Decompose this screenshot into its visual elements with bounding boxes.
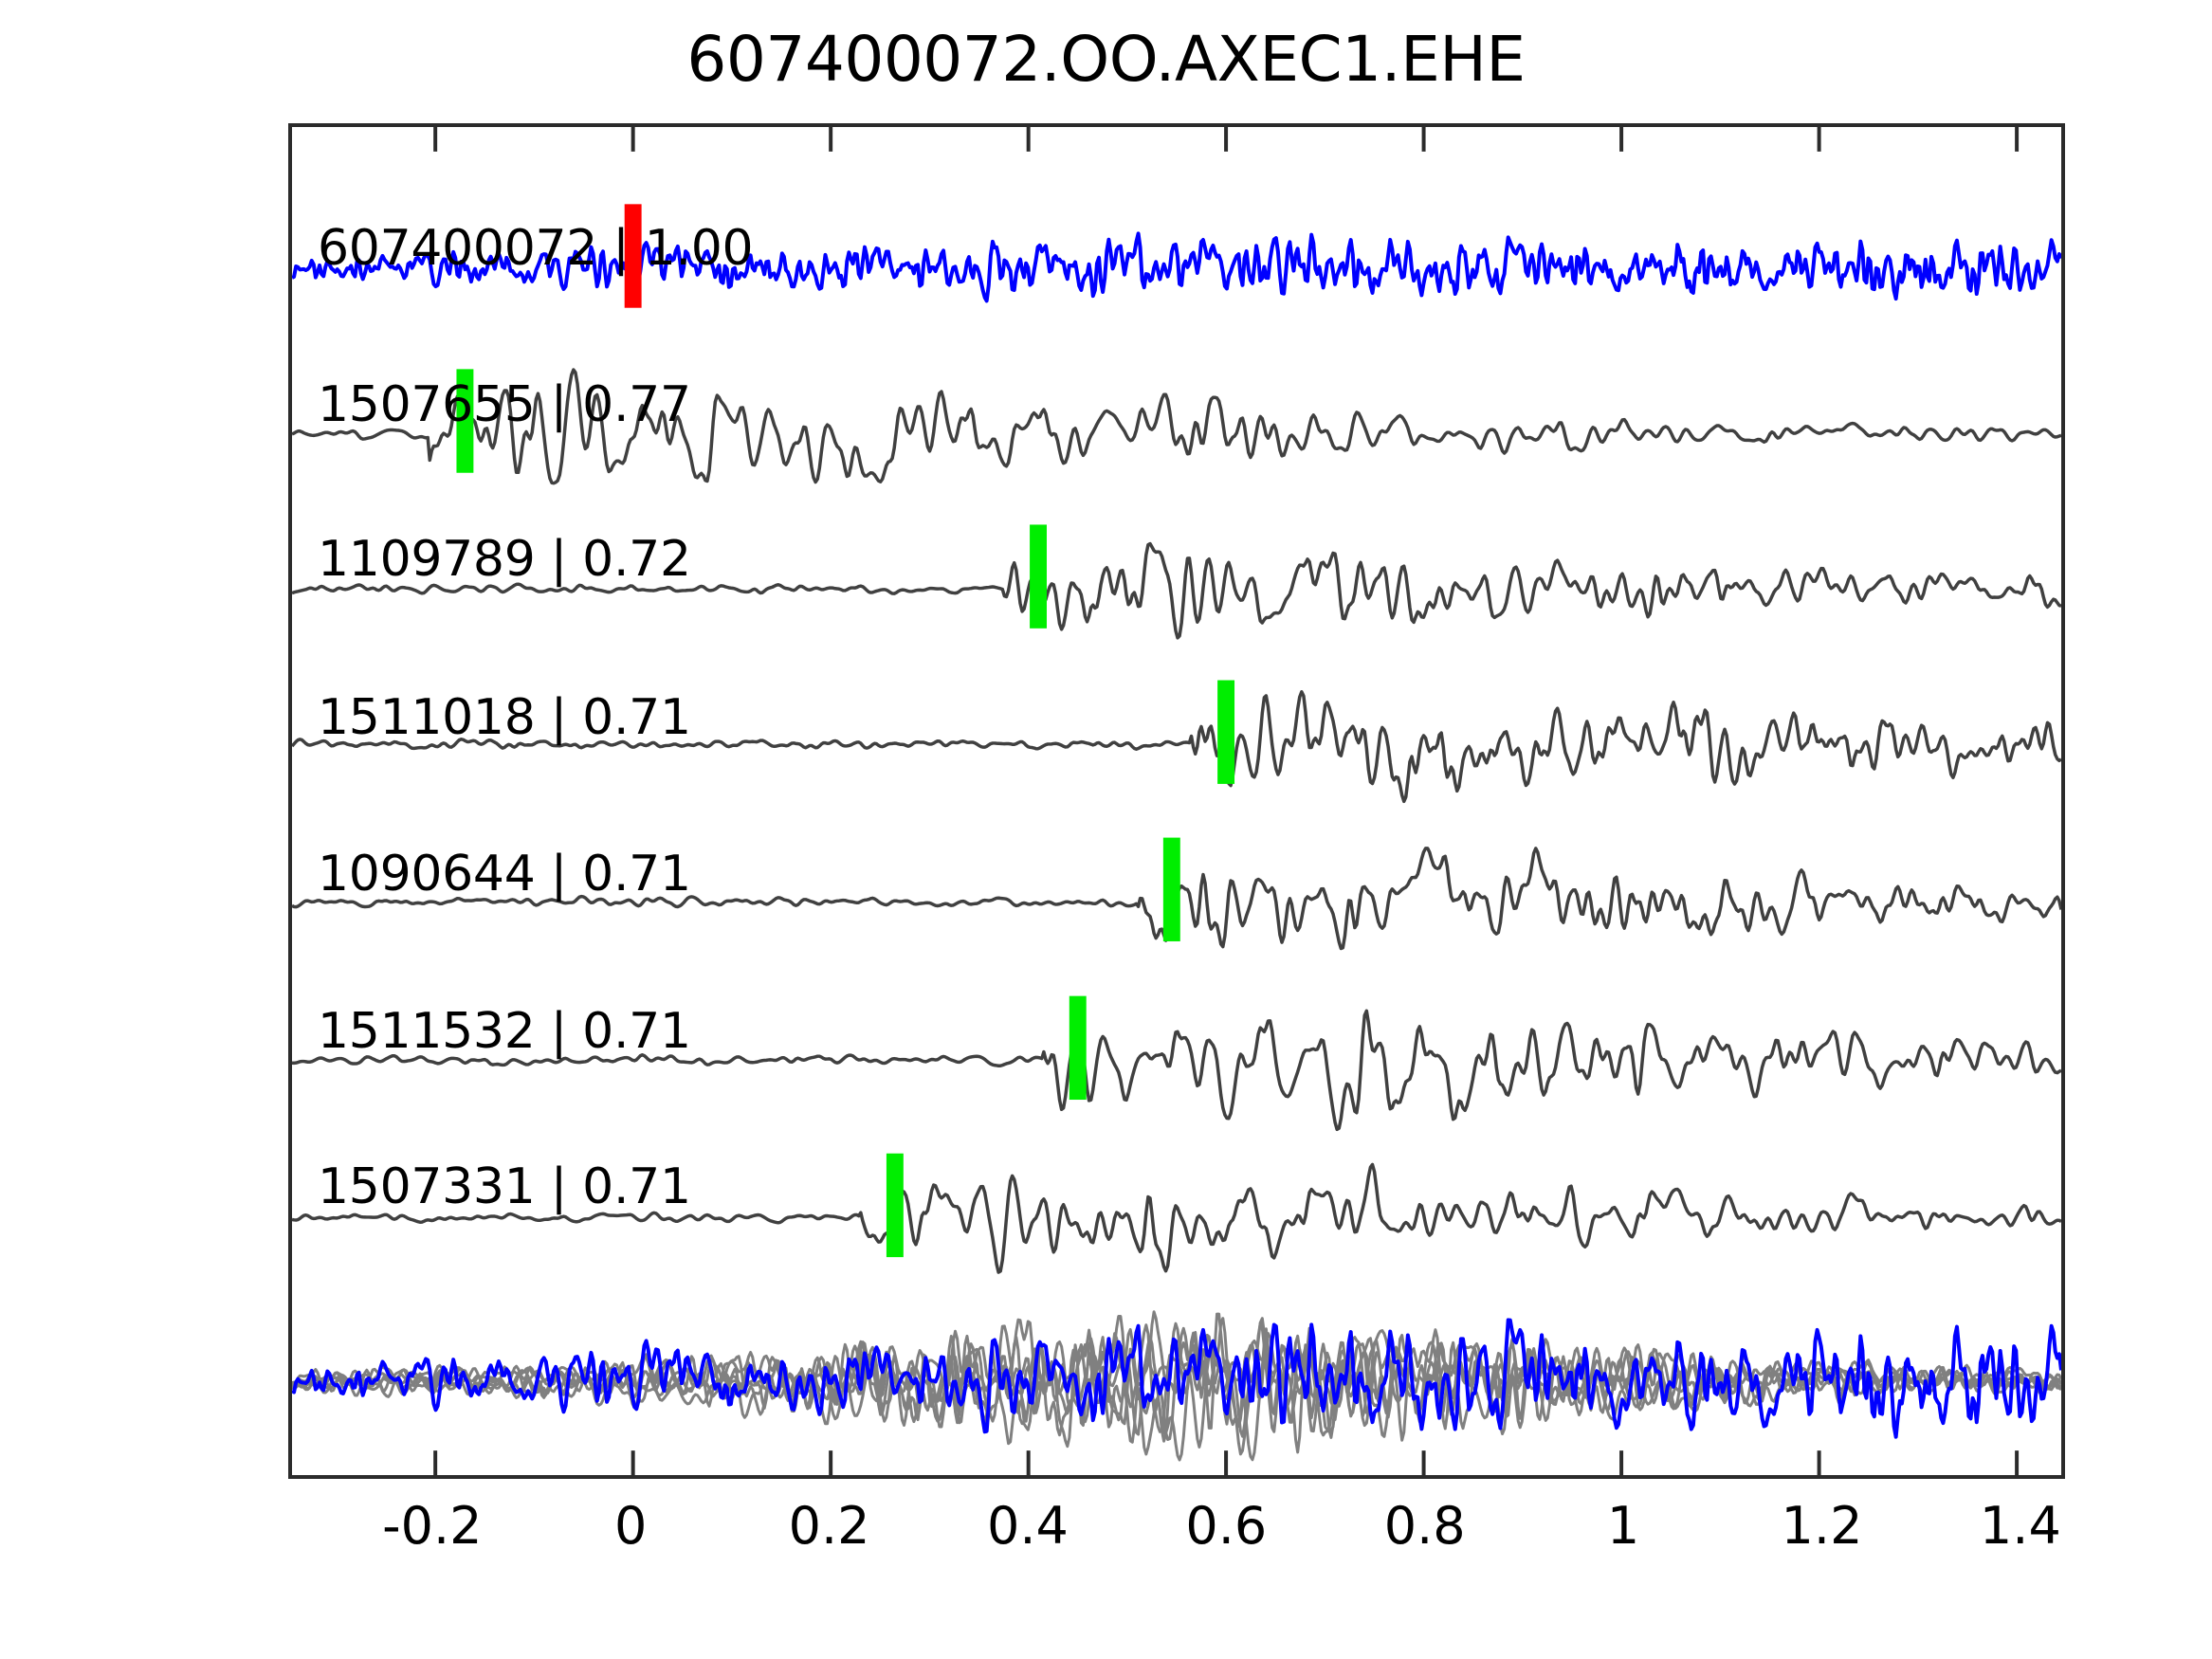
- x-tick-label: 1.2: [1781, 1496, 1863, 1556]
- waveform-trace: [292, 1162, 2061, 1274]
- waveform-trace: [292, 690, 2061, 804]
- match-pick-marker: [1162, 837, 1180, 941]
- x-axis-tick-labels: -0.2 0 0.2 0.4 0.6 0.8 1 1.2 1.4: [288, 1496, 2065, 1572]
- trace-label-1507331: 1507331 | 0.71: [318, 1158, 691, 1215]
- plot-area: [288, 123, 2065, 1479]
- match-pick-marker: [456, 369, 474, 473]
- waveform-trace: [292, 541, 2061, 640]
- waveform-trace: [292, 368, 2061, 485]
- x-tick-label: -0.2: [382, 1496, 483, 1556]
- overlay-trace-gray: [292, 1322, 2061, 1454]
- x-tick-label: 0.4: [987, 1496, 1069, 1556]
- trace-label-607400072: 607400072 | 1.00: [318, 220, 754, 277]
- x-tick-label: 0.8: [1383, 1496, 1466, 1556]
- trace-label-1507655: 1507655 | 0.77: [318, 376, 691, 433]
- waveform-trace: [292, 231, 2061, 303]
- x-tick-label: 0: [614, 1496, 648, 1556]
- trace-label-1090644: 1090644 | 0.71: [318, 846, 691, 902]
- waveform-trace: [292, 1009, 2061, 1132]
- x-tick-label: 0.6: [1185, 1496, 1268, 1556]
- trace-label-1511018: 1511018 | 0.71: [318, 689, 691, 746]
- match-pick-marker: [1217, 680, 1235, 784]
- waveform-plot-svg: [292, 127, 2061, 1475]
- match-pick-marker: [1030, 524, 1047, 629]
- trace-label-1109789: 1109789 | 0.72: [318, 531, 691, 588]
- overlay-trace-template: [292, 1318, 2061, 1439]
- x-tick-label: 0.2: [788, 1496, 870, 1556]
- x-tick-label: 1: [1606, 1496, 1640, 1556]
- match-pick-marker: [886, 1153, 904, 1258]
- template-pick-marker: [624, 204, 642, 308]
- page-title: 607400072.OO.AXEC1.EHE: [686, 23, 1526, 96]
- match-pick-marker: [1069, 995, 1087, 1101]
- x-tick-label: 1.4: [1979, 1496, 2061, 1556]
- trace-label-1511532: 1511532 | 0.71: [318, 1003, 691, 1060]
